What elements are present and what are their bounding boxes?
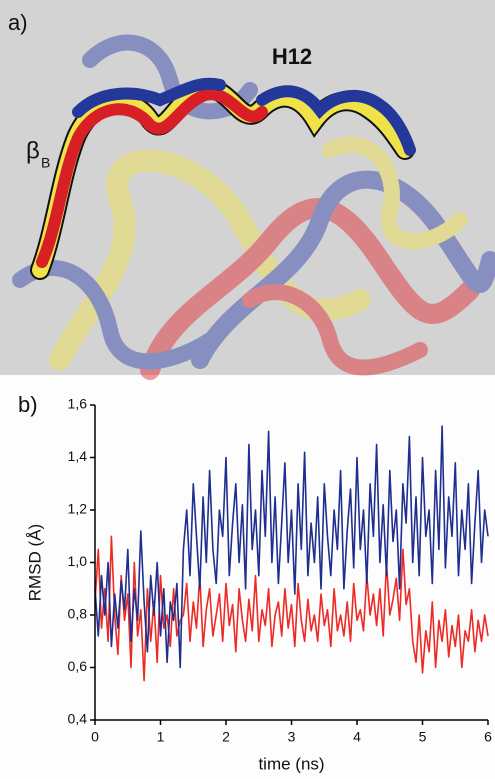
x-tick-label: 2 (222, 729, 230, 745)
panel-label: a) (8, 10, 28, 35)
y-tick-label: 1,4 (68, 448, 88, 464)
strand-label: β (26, 137, 40, 164)
y-tick-label: 0,8 (68, 606, 88, 622)
helix-label: H12 (272, 44, 312, 69)
y-tick-label: 1,6 (68, 396, 88, 412)
strand-subscript: B (41, 155, 50, 171)
x-tick-label: 0 (91, 729, 99, 745)
y-tick-label: 0,6 (68, 658, 88, 674)
x-tick-label: 6 (484, 729, 492, 745)
panel-b: b) RMSD (Å) time (ns) 0,4 0,6 0,8 1,0 1,2 1,4 1,6… (18, 392, 492, 774)
helix-h12 (30, 77, 416, 280)
x-tick-label: 1 (157, 729, 165, 745)
data-line (94, 425, 489, 669)
y-axis-label: RMSD (Å) (25, 524, 44, 601)
x-axis-label: time (ns) (258, 754, 324, 773)
panel-label: b) (18, 392, 38, 417)
structure-background (0, 0, 495, 375)
y-tick-label: 0,4 (68, 711, 88, 727)
data-line (94, 535, 489, 682)
x-tick-label: 5 (419, 729, 427, 745)
panel-a: a) H12 β B (0, 0, 495, 380)
background-ribbons (12, 34, 495, 380)
x-tick-label: 3 (288, 729, 296, 745)
y-tick-label: 1,2 (68, 501, 88, 517)
y-tick-label: 1,0 (68, 553, 88, 569)
x-tick-label: 4 (353, 729, 361, 745)
